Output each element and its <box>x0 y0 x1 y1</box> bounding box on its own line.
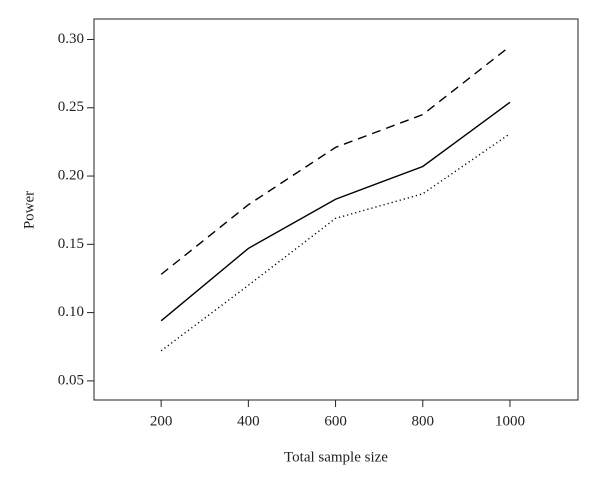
x-tick-label: 1000 <box>495 413 525 429</box>
x-tick-label: 400 <box>237 413 260 429</box>
x-tick-label: 600 <box>324 413 347 429</box>
y-tick-label: 0.10 <box>58 304 84 320</box>
x-tick-label: 800 <box>412 413 435 429</box>
plot-frame <box>93 18 579 401</box>
y-tick-label: 0.25 <box>58 99 84 115</box>
y-tick-label: 0.30 <box>58 31 84 47</box>
series-line <box>160 133 511 352</box>
y-axis-label: Power <box>21 191 37 229</box>
x-axis-label: Total sample size <box>284 449 388 465</box>
y-tick-label: 0.20 <box>58 167 84 183</box>
x-tick-label: 200 <box>150 413 173 429</box>
series-line <box>160 45 511 275</box>
y-tick-label: 0.15 <box>58 236 84 252</box>
y-tick-label: 0.05 <box>58 372 84 388</box>
series-line <box>160 101 511 322</box>
